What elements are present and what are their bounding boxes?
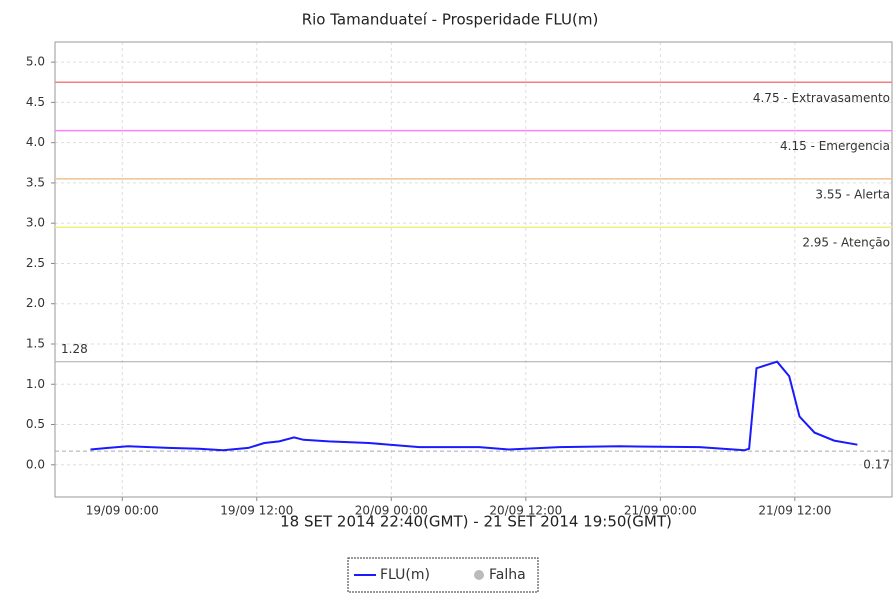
- y-tick-label: 0.5: [26, 417, 45, 431]
- legend-label: Falha: [489, 567, 526, 583]
- threshold-label: 4.15 - Emergencia: [780, 139, 890, 153]
- threshold-label: 3.55 - Alerta: [815, 187, 890, 201]
- legend-label: FLU(m): [380, 567, 430, 583]
- plot-border: [54, 41, 893, 498]
- legend-swatch: [474, 570, 484, 580]
- max-label: 1.28: [61, 342, 88, 356]
- y-tick-label: 0.0: [26, 457, 45, 471]
- min-label: 0.17: [863, 458, 890, 472]
- y-tick-label: 5.0: [26, 55, 45, 69]
- y-tick-label: 1.0: [26, 377, 45, 391]
- x-tick-label: 21/09 12:00: [758, 504, 831, 518]
- y-tick-label: 3.0: [26, 216, 45, 230]
- legend-box: [347, 557, 539, 593]
- x-tick-label: 20/09 00:00: [355, 504, 428, 518]
- x-tick-label: 21/09 00:00: [624, 504, 697, 518]
- y-tick-label: 1.5: [26, 336, 45, 350]
- x-tick-label: 19/09 12:00: [220, 504, 293, 518]
- threshold-label: 2.95 - Atenção: [802, 236, 890, 250]
- threshold-label: 4.75 - Extravasamento: [753, 91, 890, 105]
- x-tick-label: 20/09 12:00: [489, 504, 562, 518]
- y-tick-label: 4.5: [26, 95, 45, 109]
- y-tick-label: 4.0: [26, 135, 45, 149]
- y-tick-label: 2.0: [26, 296, 45, 310]
- y-tick-label: 2.5: [26, 256, 45, 270]
- y-tick-label: 3.5: [26, 175, 45, 189]
- x-axis-label: 18 SET 2014 22:40(GMT) - 21 SET 2014 19:…: [280, 513, 672, 531]
- x-tick-label: 19/09 00:00: [86, 504, 159, 518]
- chart-title: Rio Tamanduateí - Prosperidade FLU(m): [302, 11, 599, 29]
- data-line: [90, 360, 858, 452]
